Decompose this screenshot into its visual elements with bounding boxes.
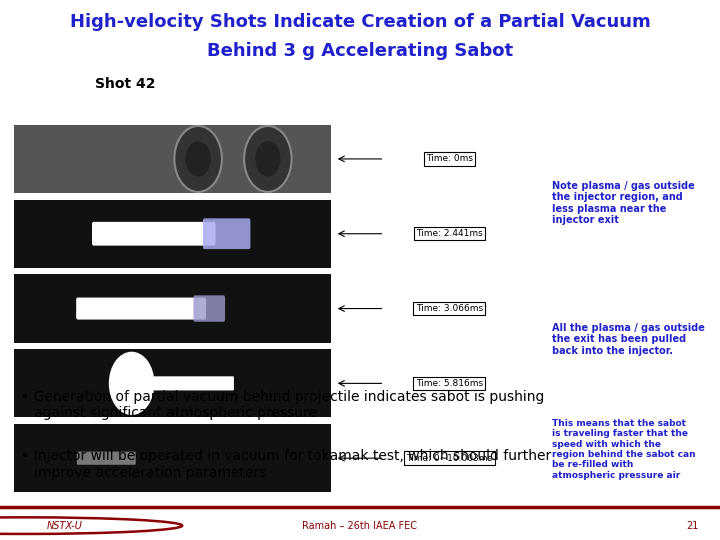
FancyBboxPatch shape [203,218,251,249]
Circle shape [255,141,281,177]
FancyBboxPatch shape [153,376,234,390]
Text: This means that the sabot
is traveling faster that the
speed with which the
regi: This means that the sabot is traveling f… [552,419,696,480]
Text: Time: 5.816ms: Time: 5.816ms [415,379,483,388]
Text: • Generation of partial vacuum behind projectile indicates sabot is pushing
   a: • Generation of partial vacuum behind pr… [22,390,545,420]
Text: Time: 2.441ms: Time: 2.441ms [416,230,482,238]
Bar [14,200,331,268]
Text: High-velocity Shots Indicate Creation of a Partial Vacuum: High-velocity Shots Indicate Creation of… [70,13,650,31]
Text: Shot 42: Shot 42 [95,77,156,91]
Bar [14,62,331,106]
Circle shape [186,141,211,177]
Text: • Injector will be operated in vacuum for tokamak test, which should further
   : • Injector will be operated in vacuum fo… [22,449,552,480]
FancyBboxPatch shape [77,451,136,465]
Text: NSTX-U: NSTX-U [47,521,83,531]
Text: 21: 21 [686,521,698,531]
FancyBboxPatch shape [76,298,206,320]
Circle shape [174,126,222,192]
Text: Time: 0ms: Time: 0ms [426,154,473,164]
Bar [14,424,331,492]
Bar [14,349,331,417]
Circle shape [244,126,292,192]
Text: Time: 3.066ms: Time: 3.066ms [415,304,483,313]
Text: Ramah – 26th IAEA FEC: Ramah – 26th IAEA FEC [302,521,418,531]
Text: All the plasma / gas outside
the exit has been pulled
back into the injector.: All the plasma / gas outside the exit ha… [552,323,705,356]
Bar [14,125,331,193]
Bar [14,274,331,343]
FancyBboxPatch shape [194,295,225,322]
Text: Time: 0~10.003ms: Time: 0~10.003ms [406,454,492,463]
FancyBboxPatch shape [92,222,215,246]
Circle shape [109,352,154,415]
Text: Note plasma / gas outside
the injector region, and
less plasma near the
injector: Note plasma / gas outside the injector r… [552,180,695,225]
Text: Behind 3 g Accelerating Sabot: Behind 3 g Accelerating Sabot [207,42,513,60]
